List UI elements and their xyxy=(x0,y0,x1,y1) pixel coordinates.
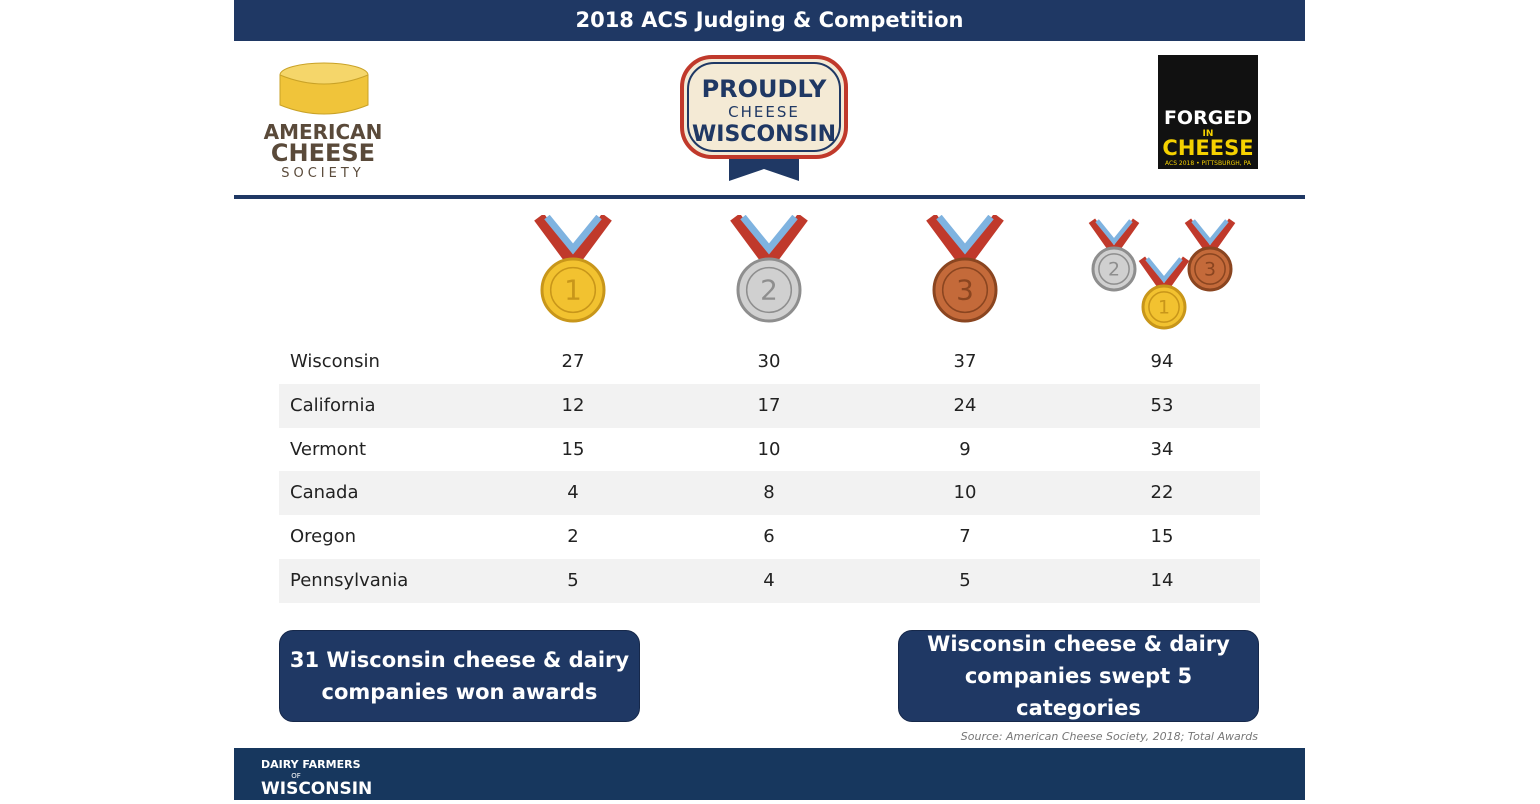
ribbon xyxy=(544,215,602,255)
medal: 3 xyxy=(926,215,1004,323)
medal-ring xyxy=(1194,253,1226,285)
row-label: Vermont xyxy=(290,438,367,460)
table-row: Wisconsin 27 30 37 94 xyxy=(279,340,1260,384)
cell-value: 27 xyxy=(561,351,585,372)
medal-ring xyxy=(549,266,597,314)
ribbon xyxy=(936,215,994,255)
proudly-text: CHEESE xyxy=(728,103,800,121)
cell-value: 6 xyxy=(763,526,775,548)
cell-value: 12 xyxy=(561,394,585,416)
acs-text: AMERICAN xyxy=(264,120,383,144)
medal: 2 xyxy=(730,215,808,323)
medal-ring xyxy=(1098,253,1130,285)
medal-number: 3 xyxy=(956,273,974,306)
cell-value: 5 xyxy=(959,570,971,591)
cell-value: 15 xyxy=(1150,526,1174,548)
cell-value: 5 xyxy=(567,570,579,591)
title: 2018 ACS Judging & Competition xyxy=(575,8,964,32)
row-label: Pennsylvania xyxy=(290,570,409,591)
medal-number: 1 xyxy=(1158,296,1170,318)
table-row: Vermont 15 10 9 34 xyxy=(279,428,1260,472)
row-label: Wisconsin xyxy=(290,351,380,372)
cell-value: 53 xyxy=(1150,394,1174,416)
callout-text: 31 Wisconsin cheese & dairy companies wo… xyxy=(289,648,630,704)
medal-number: 2 xyxy=(760,273,778,306)
row-label: Oregon xyxy=(290,526,357,548)
dfw-text: DAIRY FARMERS xyxy=(261,758,361,771)
logos: AMERICAN CHEESE SOCIETY PROUDLY CHEESE W… xyxy=(264,55,1258,181)
title-bar: 2018 ACS Judging & Competition xyxy=(234,0,1305,41)
row-label: California xyxy=(290,394,376,416)
cell-value: 9 xyxy=(959,438,971,460)
forged-logo: FORGED IN CHEESE ACS 2018 • PITTSBURGH, … xyxy=(1158,55,1258,169)
cell-value: 7 xyxy=(959,526,971,548)
footer: DAIRY FARMERS OF WISCONSIN xyxy=(234,748,1305,800)
proudly-logo: PROUDLY CHEESE WISCONSIN xyxy=(680,55,848,181)
divider xyxy=(234,195,1305,199)
medal-ring xyxy=(1148,291,1180,323)
cell-value: 4 xyxy=(567,482,579,504)
medals: 1 2 3 2 3 1 xyxy=(534,215,1236,330)
ribbon xyxy=(1095,219,1133,246)
dfw-logo: DAIRY FARMERS OF WISCONSIN xyxy=(261,758,372,799)
table-row: California 12 17 24 53 xyxy=(279,383,1260,428)
medal-number: 1 xyxy=(564,273,582,306)
ribbon xyxy=(1191,219,1229,246)
forged-text: CHEESE xyxy=(1162,136,1253,160)
cell-value: 2 xyxy=(567,526,579,548)
cell-value: 22 xyxy=(1150,482,1174,504)
forged-text: FORGED xyxy=(1164,107,1252,129)
medal-ring xyxy=(745,266,793,314)
cell-value: 14 xyxy=(1150,570,1174,591)
proudly-text: PROUDLY xyxy=(702,75,827,103)
proudly-text: WISCONSIN xyxy=(692,122,836,147)
dfw-text: WISCONSIN xyxy=(261,779,372,799)
forged-text: IN xyxy=(1203,129,1214,139)
medal: 2 xyxy=(1088,218,1140,292)
acs-logo: AMERICAN CHEESE SOCIETY xyxy=(264,62,383,181)
cell-value: 15 xyxy=(561,438,585,460)
cell-value: 30 xyxy=(757,351,781,372)
ribbon xyxy=(740,215,798,255)
row-label: Canada xyxy=(290,482,359,504)
cell-value: 8 xyxy=(763,482,775,504)
callout: Wisconsin cheese & dairy companies swept… xyxy=(898,630,1259,722)
cell-value: 10 xyxy=(953,482,977,504)
table-row: Pennsylvania 5 4 5 14 xyxy=(279,559,1260,603)
medal: 3 xyxy=(1184,218,1236,292)
table-row: Oregon 2 6 7 15 xyxy=(279,515,1260,559)
forged-text: ACS 2018 • PITTSBURGH, PA xyxy=(1165,160,1252,167)
cell-value: 24 xyxy=(953,394,977,416)
cell-value: 4 xyxy=(763,570,775,591)
dfw-text: OF xyxy=(291,772,301,780)
table-row: Canada 4 8 10 22 xyxy=(279,471,1260,516)
medal-ring xyxy=(941,266,989,314)
callout-text: Wisconsin cheese & dairy companies swept… xyxy=(927,632,1230,720)
source: Source: American Cheese Society, 2018; T… xyxy=(960,730,1258,743)
cell-value: 10 xyxy=(757,438,781,460)
cell-value: 94 xyxy=(1150,351,1174,372)
cell-value: 17 xyxy=(757,394,781,416)
medal-number: 2 xyxy=(1108,258,1120,280)
medal: 1 xyxy=(534,215,612,323)
cell-value: 37 xyxy=(953,351,977,372)
acs-text: SOCIETY xyxy=(281,166,365,181)
cell-value: 34 xyxy=(1150,438,1174,460)
ribbon xyxy=(1145,257,1183,284)
medal: 1 xyxy=(1138,256,1190,330)
acs-text: CHEESE xyxy=(271,139,375,167)
callout: 31 Wisconsin cheese & dairy companies wo… xyxy=(279,630,640,722)
medal-number: 3 xyxy=(1204,258,1216,280)
